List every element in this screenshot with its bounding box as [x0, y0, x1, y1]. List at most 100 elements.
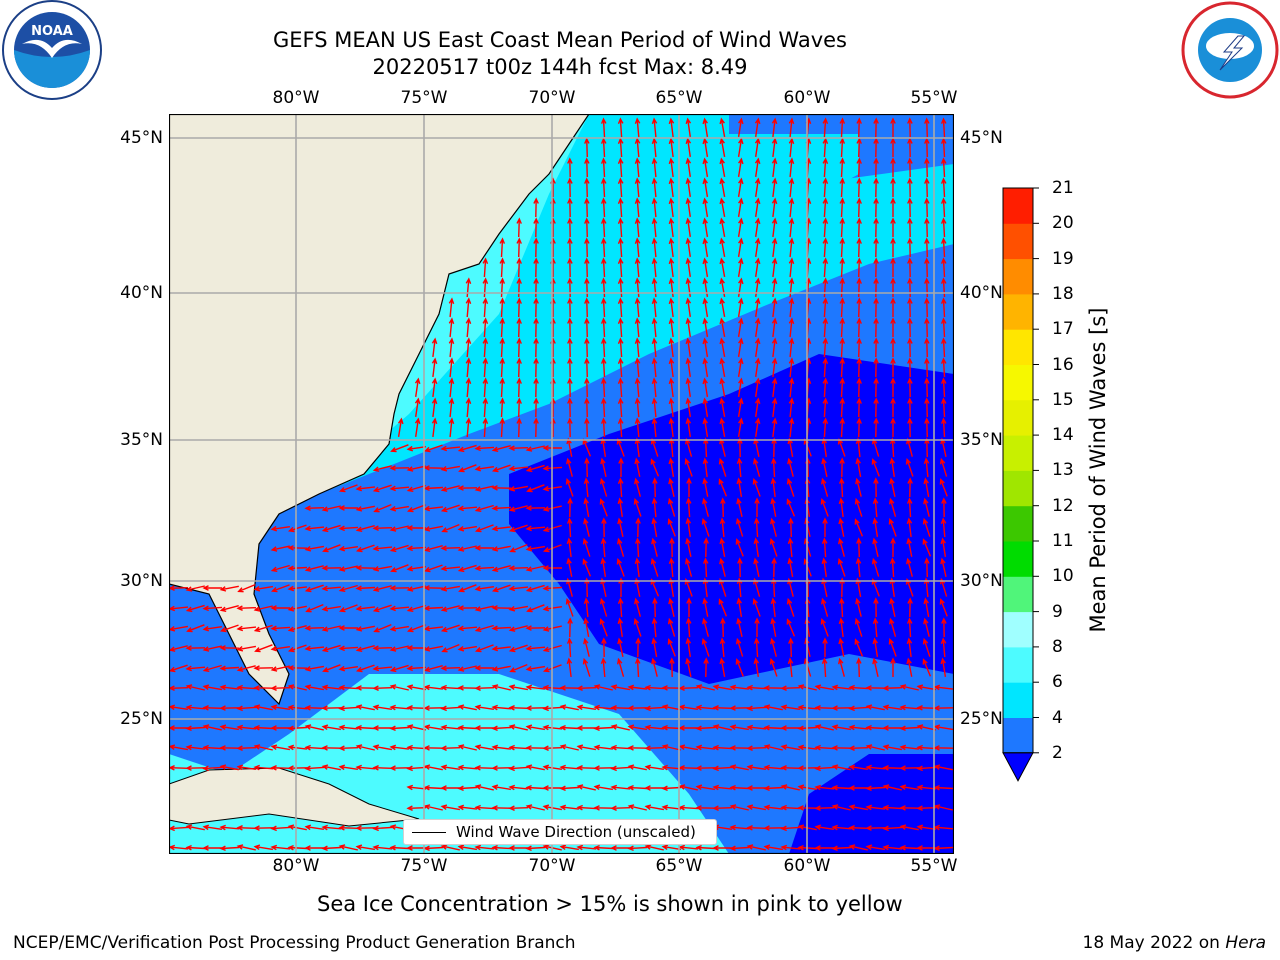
wind-wave-arrow — [533, 197, 539, 218]
wind-wave-arrow — [389, 525, 409, 532]
colorbar-tick-label: 16 — [1052, 354, 1074, 375]
wind-wave-arrow — [906, 497, 913, 518]
wind-wave-arrow — [593, 744, 613, 751]
wind-wave-arrow — [542, 585, 563, 592]
wind-wave-arrow — [236, 705, 257, 712]
wind-wave-arrow — [838, 537, 845, 557]
wind-wave-arrow — [890, 337, 896, 357]
wind-wave-arrow — [567, 237, 573, 258]
wind-wave-arrow — [788, 277, 795, 298]
wind-wave-arrow — [889, 477, 896, 497]
wind-wave-arrow — [448, 417, 455, 438]
wind-wave-arrow — [491, 605, 512, 611]
wind-wave-arrow — [406, 784, 427, 791]
wind-wave-arrow — [678, 844, 699, 851]
wind-wave-arrow — [907, 297, 913, 318]
wind-wave-arrow — [202, 705, 223, 711]
wind-wave-arrow — [582, 657, 591, 677]
wind-wave-arrow — [644, 804, 665, 811]
wind-wave-arrow — [270, 525, 291, 532]
wind-wave-arrow — [482, 277, 489, 298]
wind-wave-arrow — [924, 437, 930, 458]
wind-wave-arrow — [940, 337, 947, 358]
wind-wave-arrow — [304, 565, 324, 572]
wind-wave-arrow — [465, 277, 472, 298]
wind-wave-arrow — [837, 557, 846, 577]
wind-wave-arrow — [491, 744, 511, 751]
wind-wave-arrow — [702, 397, 709, 418]
wind-wave-arrow — [372, 844, 393, 851]
wind-wave-arrow — [906, 617, 913, 638]
wind-wave-arrow — [617, 477, 624, 498]
wind-wave-arrow — [458, 464, 477, 473]
wind-wave-arrow — [355, 625, 375, 632]
wind-wave-arrow — [770, 477, 777, 497]
wind-wave-arrow — [848, 684, 869, 691]
wind-wave-arrow — [627, 745, 648, 751]
wind-wave-arrow — [584, 337, 590, 358]
wind-wave-arrow — [719, 537, 726, 558]
wind-wave-arrow — [457, 665, 477, 672]
wind-wave-arrow — [890, 177, 896, 197]
wind-wave-arrow — [702, 597, 709, 617]
wind-wave-arrow — [372, 604, 392, 613]
wind-wave-arrow — [525, 705, 546, 711]
wind-wave-arrow — [440, 745, 461, 751]
wind-wave-arrow — [304, 665, 325, 672]
wind-wave-arrow — [839, 457, 845, 478]
wind-wave-arrow — [186, 624, 205, 633]
wind-wave-arrow — [703, 657, 709, 678]
wind-wave-arrow — [576, 784, 596, 791]
wind-wave-arrow — [651, 617, 658, 638]
wind-wave-arrow — [582, 537, 591, 557]
wind-wave-arrow — [617, 357, 624, 378]
wind-wave-arrow — [601, 517, 607, 538]
wind-wave-arrow — [924, 137, 930, 158]
wind-wave-arrow — [856, 137, 862, 158]
footer-date: 18 May 2022 on Hera — [1083, 933, 1267, 953]
wind-wave-arrow — [839, 157, 846, 178]
wind-wave-arrow — [746, 724, 767, 731]
wind-wave-arrow — [270, 564, 290, 572]
wind-wave-arrow — [610, 845, 630, 851]
wind-wave-arrow — [907, 477, 913, 498]
wind-wave-arrow — [752, 597, 761, 617]
wind-wave-arrow — [566, 637, 573, 658]
wind-wave-arrow — [754, 117, 761, 138]
wind-wave-arrow — [542, 625, 562, 632]
wind-wave-arrow — [431, 377, 438, 397]
wind-wave-arrow — [499, 377, 506, 398]
wind-wave-arrow — [788, 297, 795, 318]
wind-wave-arrow — [202, 605, 223, 612]
wind-wave-arrow — [236, 684, 257, 691]
wind-wave-arrow — [822, 237, 829, 258]
wind-wave-arrow — [406, 765, 427, 772]
wind-wave-arrow — [526, 484, 545, 493]
wind-wave-arrow — [940, 517, 947, 538]
wind-wave-arrow — [746, 844, 766, 851]
wind-wave-arrow — [542, 505, 562, 512]
wind-wave-arrow — [916, 684, 937, 691]
wind-wave-arrow — [406, 525, 426, 531]
lon-tick-top-65w: 65°W — [655, 88, 703, 108]
wind-wave-arrow — [899, 844, 920, 851]
wind-wave-arrow — [856, 197, 862, 218]
wind-wave-arrow — [542, 485, 563, 492]
wind-wave-arrow — [457, 564, 477, 573]
wind-wave-arrow — [889, 557, 896, 578]
wind-wave-arrow — [516, 417, 522, 438]
wind-wave-arrow — [737, 437, 743, 458]
wind-wave-arrow — [516, 217, 522, 238]
wind-wave-arrow — [599, 618, 608, 637]
colorbar-segment-7 — [1003, 470, 1033, 507]
wind-wave-arrow — [854, 497, 863, 517]
wind-wave-arrow — [839, 297, 846, 318]
wind-wave-arrow — [567, 217, 573, 238]
wind-wave-arrow — [617, 177, 624, 198]
wind-wave-arrow — [746, 764, 767, 771]
wind-wave-arrow — [702, 457, 709, 477]
wind-wave-arrow — [685, 617, 692, 638]
wind-wave-arrow — [719, 397, 726, 418]
wind-wave-arrow — [219, 845, 240, 852]
wind-wave-arrow — [719, 137, 726, 158]
